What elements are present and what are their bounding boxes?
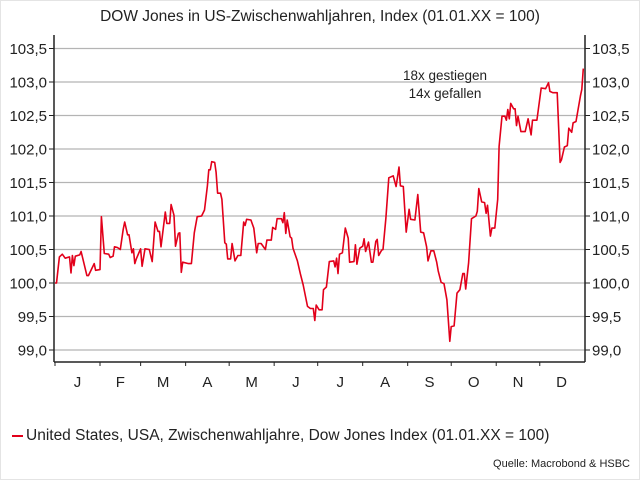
y-tick-label-right: 102,5 — [592, 108, 630, 125]
y-tick-label-left: 100,5 — [9, 242, 47, 259]
y-tick-label-right: 99,5 — [592, 309, 621, 326]
x-tick-label: J — [336, 374, 344, 391]
y-tick-label-right: 100,0 — [592, 276, 630, 293]
y-tick-label-right: 101,0 — [592, 209, 630, 226]
legend-swatch — [12, 435, 23, 437]
y-tick-label-left: 100,0 — [9, 276, 47, 293]
x-tick-label: M — [157, 374, 170, 391]
y-tick-label-right: 99,0 — [592, 343, 621, 360]
y-tick-label-left: 99,0 — [18, 343, 47, 360]
y-tick-label-left: 99,5 — [18, 309, 47, 326]
y-tick-label-left: 101,0 — [9, 209, 47, 226]
x-tick-label: F — [116, 374, 125, 391]
y-tick-label-left: 103,0 — [9, 75, 47, 92]
x-tick-label: A — [202, 374, 212, 391]
x-tick-label: N — [513, 374, 524, 391]
source-note: Quelle: Macrobond & HSBC — [493, 458, 630, 470]
x-tick-label: J — [74, 374, 82, 391]
y-tick-label-right: 102,0 — [592, 142, 630, 159]
annotation: 18x gestiegen — [403, 68, 487, 83]
series-line — [55, 68, 585, 343]
y-tick-label-right: 100,5 — [592, 242, 630, 259]
legend-label: United States, USA, Zwischenwahljahre, D… — [26, 427, 550, 444]
x-tick-label: M — [245, 374, 258, 391]
chart-title: DOW Jones in US-Zwischenwahljahren, Inde… — [100, 8, 540, 25]
x-tick-label: O — [468, 374, 480, 391]
y-tick-label-right: 103,0 — [592, 75, 630, 92]
x-tick-label: A — [380, 374, 390, 391]
legend: United States, USA, Zwischenwahljahre, D… — [12, 427, 549, 445]
x-tick-label: D — [556, 374, 567, 391]
x-tick-label: J — [292, 374, 300, 391]
y-tick-label-left: 103,5 — [9, 41, 47, 58]
y-tick-label-left: 102,0 — [9, 142, 47, 159]
y-tick-label-right: 101,5 — [592, 175, 630, 192]
annotation: 14x gefallen — [409, 86, 482, 101]
y-tick-label-right: 103,5 — [592, 41, 630, 58]
x-tick-label: S — [424, 374, 434, 391]
y-tick-label-left: 102,5 — [9, 108, 47, 125]
y-tick-label-left: 101,5 — [9, 175, 47, 192]
